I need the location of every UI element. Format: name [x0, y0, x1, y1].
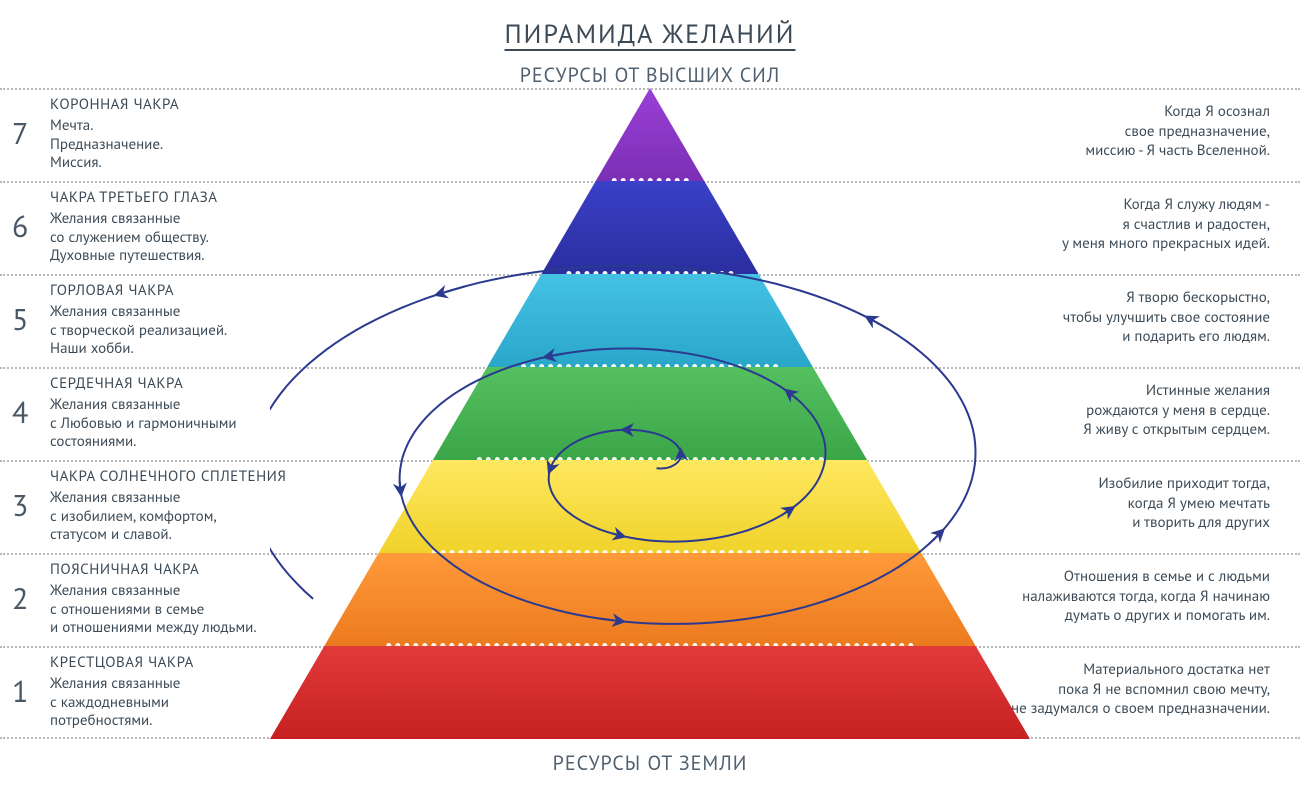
pyramid-band: [541, 181, 758, 274]
page-title: ПИРАМИДА ЖЕЛАНИЙ: [0, 18, 1300, 51]
pyramid-band: [379, 460, 922, 553]
pyramid-band: [270, 646, 1030, 739]
pyramid-band: [433, 367, 867, 460]
pyramid-band: [324, 553, 975, 646]
level-number: 6: [12, 207, 28, 246]
bottom-resource-label: РЕСУРСЫ ОТ ЗЕМЛИ: [0, 750, 1300, 776]
level-number: 4: [12, 393, 28, 432]
level-number: 5: [12, 300, 28, 339]
level-number: 2: [12, 579, 28, 618]
level-number: 1: [12, 672, 28, 711]
pyramid: [270, 88, 1030, 739]
pyramid-band: [487, 274, 813, 367]
level-number: 3: [12, 486, 28, 525]
level-number: 7: [12, 114, 28, 153]
top-resource-label: РЕСУРСЫ ОТ ВЫСШИХ СИЛ: [0, 62, 1300, 88]
pyramid-band: [596, 88, 705, 181]
